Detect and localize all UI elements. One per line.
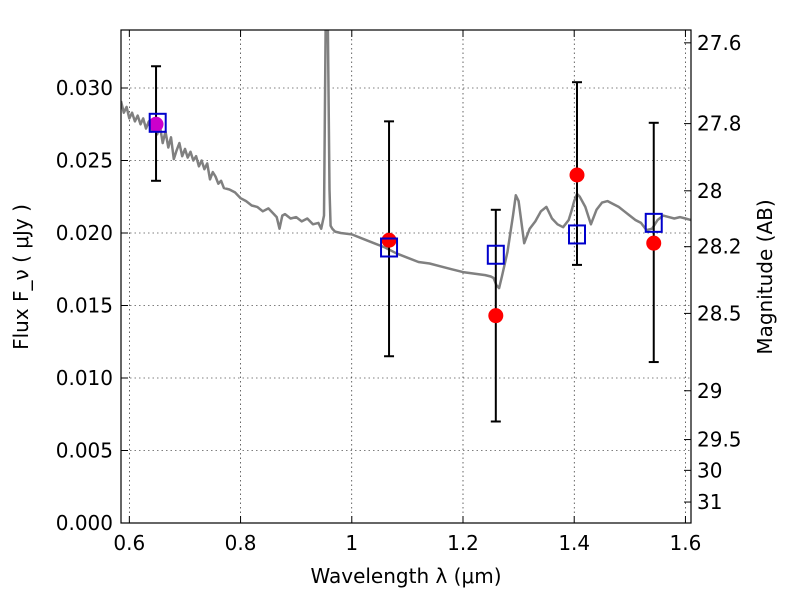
y-tick-label: 0.005 [56, 439, 113, 463]
model-band-point [644, 212, 663, 233]
ticks: 0.6 0.8 1 1.2 1.4 1.6 0.000 0.005 0.010 0.015 0.02… [56, 30, 742, 555]
y-tick-label: 0.000 [56, 511, 113, 535]
model-band-point [486, 244, 505, 265]
right-tick-label: 28.2 [697, 235, 742, 259]
right-tick-label: 29.5 [697, 428, 742, 452]
x-tick-label: 0.6 [113, 531, 145, 555]
right-tick-label: 30 [697, 458, 722, 482]
right-tick-label: 27.8 [697, 112, 742, 136]
plot-frame [120, 29, 692, 524]
x-tick-label: 1.2 [447, 531, 479, 555]
right-tick-label: 28 [697, 179, 722, 203]
x-axis-label: Wavelength λ (μm) [310, 564, 501, 588]
model-spectrum-line [121, 30, 691, 290]
model-band-point [148, 112, 167, 133]
x-tick-label: 0.8 [225, 531, 257, 555]
observed-point [569, 167, 585, 183]
y-tick-label: 0.010 [56, 366, 113, 390]
observed-point [646, 235, 662, 251]
data-layer [121, 30, 691, 423]
y-tick-label: 0.015 [56, 294, 113, 318]
y-tick-label: 0.020 [56, 221, 113, 245]
model-band-point [568, 224, 586, 245]
right-tick-label: 28.5 [697, 301, 742, 325]
right-tick-label: 29 [697, 379, 722, 403]
x-tick-label: 1 [345, 531, 358, 555]
right-tick-label: 31 [697, 490, 722, 514]
right-tick-label: 27.6 [697, 31, 742, 55]
model-band-point [380, 237, 399, 258]
observed-point [488, 308, 504, 324]
x-tick-label: 1.6 [670, 531, 702, 555]
y-axis-label: Flux F_ν ( μJy ) [9, 204, 33, 350]
right-axis-label: Magnitude (AB) [753, 199, 777, 354]
plot-background [121, 30, 691, 523]
y-tick-label: 0.025 [56, 149, 113, 173]
observed-point [381, 232, 397, 248]
observed-point [148, 116, 164, 132]
x-tick-label: 1.4 [558, 531, 590, 555]
y-tick-label: 0.030 [56, 76, 113, 100]
